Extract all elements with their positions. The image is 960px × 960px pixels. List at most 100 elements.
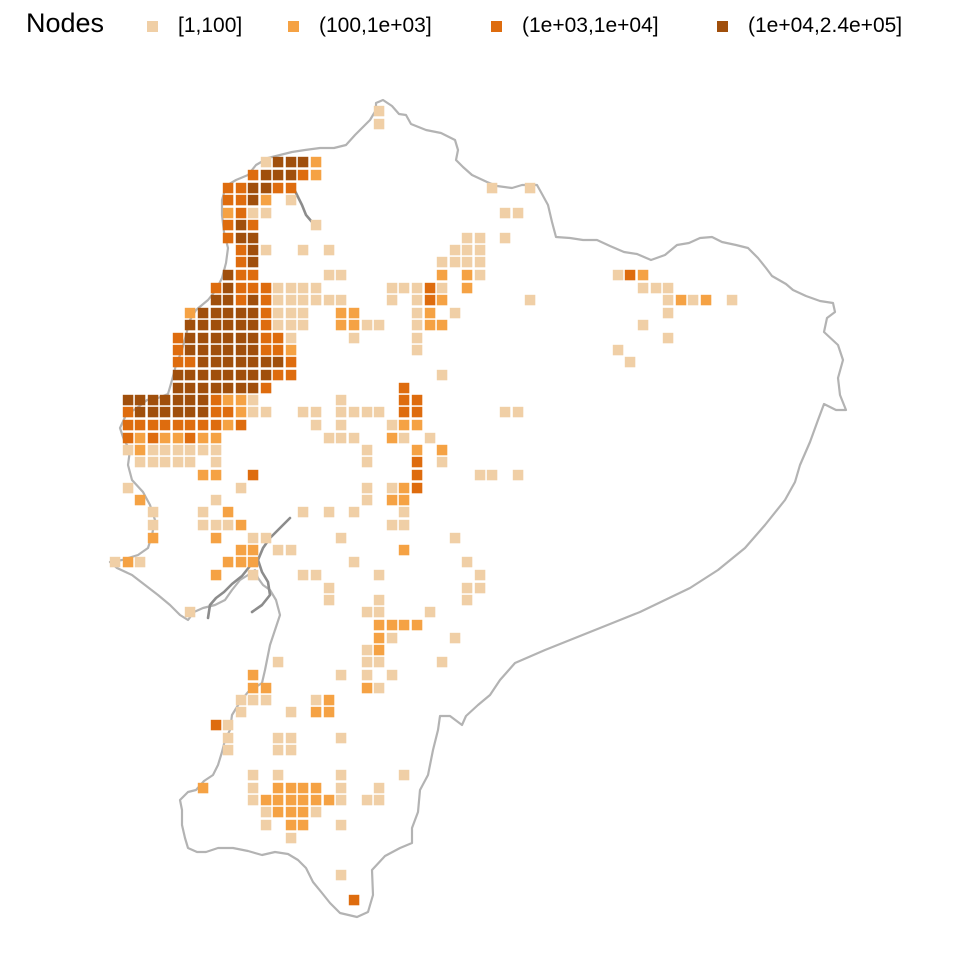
map-cell [285, 794, 297, 806]
map-cell [612, 269, 624, 281]
map-cell [348, 332, 360, 344]
map-cell [197, 519, 209, 531]
map-cell [297, 806, 309, 818]
map-cell [260, 406, 272, 418]
map-cell [486, 182, 498, 194]
map-cell [247, 469, 259, 481]
map-cell [272, 307, 284, 319]
map-cell [197, 469, 209, 481]
map-cell [285, 182, 297, 194]
map-cell [260, 169, 272, 181]
map-cell [172, 382, 184, 394]
map-cell [398, 419, 410, 431]
map-cell [260, 682, 272, 694]
map-cell [297, 794, 309, 806]
map-cell [398, 382, 410, 394]
map-cell [323, 294, 335, 306]
map-cell [637, 319, 649, 331]
map-cell [184, 332, 196, 344]
map-cell [323, 582, 335, 594]
map-cell [184, 419, 196, 431]
map-cell [210, 419, 222, 431]
map-cell [335, 432, 347, 444]
map-cell [260, 806, 272, 818]
map-cell [235, 706, 247, 718]
map-cell [184, 432, 196, 444]
map-cell [184, 456, 196, 468]
map-cell [122, 419, 134, 431]
map-cell [386, 294, 398, 306]
map-cell [411, 619, 423, 631]
map-cell [159, 419, 171, 431]
legend-key-icon [491, 20, 502, 32]
map-cell [348, 307, 360, 319]
map-cell [449, 256, 461, 268]
map-cell [235, 694, 247, 706]
map-cell [285, 282, 297, 294]
map-cell [398, 494, 410, 506]
map-cell [424, 606, 436, 618]
map-cell [247, 544, 259, 556]
map-cell [210, 319, 222, 331]
map-cell [310, 419, 322, 431]
legend-label: (1e+03,1e+04] [522, 14, 659, 37]
map-cell [235, 369, 247, 381]
map-cell [424, 282, 436, 294]
map-cell [436, 456, 448, 468]
map-cell [260, 356, 272, 368]
legend-key-icon [288, 20, 299, 32]
map-cell [122, 556, 134, 568]
map-cell [285, 332, 297, 344]
map-cell [624, 356, 636, 368]
map-cell [247, 344, 259, 356]
map-cell [335, 394, 347, 406]
map-cell [247, 556, 259, 568]
map-cell [272, 782, 284, 794]
map-cell [512, 469, 524, 481]
map-cell [260, 319, 272, 331]
map-cell [122, 444, 134, 456]
map-cell [247, 794, 259, 806]
map-cell [122, 432, 134, 444]
map-cell [134, 556, 146, 568]
map-cell [210, 406, 222, 418]
legend-item-3: (1e+03,1e+04] [491, 12, 659, 40]
map-cell [260, 382, 272, 394]
map-cell [285, 706, 297, 718]
map-cell [310, 794, 322, 806]
map-cell [348, 319, 360, 331]
map-cell [172, 344, 184, 356]
map-cell [172, 444, 184, 456]
map-cell [222, 744, 234, 756]
map-cell [235, 307, 247, 319]
map-cell [424, 294, 436, 306]
map-cell [285, 806, 297, 818]
map-cell [486, 469, 498, 481]
map-cell [247, 769, 259, 781]
map-cell [449, 632, 461, 644]
map-cell [361, 656, 373, 668]
map-cell [323, 706, 335, 718]
map-cell [398, 769, 410, 781]
map-cell [398, 519, 410, 531]
map-cell [524, 182, 536, 194]
map-cell [172, 432, 184, 444]
map-cell [310, 282, 322, 294]
map-cell [700, 294, 712, 306]
map-cell [197, 319, 209, 331]
map-cell [361, 456, 373, 468]
map-cell [411, 419, 423, 431]
map-cell [184, 356, 196, 368]
legend-item-1: [1,100] [147, 12, 242, 40]
map-cell [373, 682, 385, 694]
map-cell [235, 244, 247, 256]
map-cell [134, 494, 146, 506]
map-cell [260, 282, 272, 294]
map-cell [612, 344, 624, 356]
map-cell [436, 444, 448, 456]
map-cell [147, 394, 159, 406]
map-cell [272, 769, 284, 781]
map-cell [272, 282, 284, 294]
map-cell [335, 319, 347, 331]
